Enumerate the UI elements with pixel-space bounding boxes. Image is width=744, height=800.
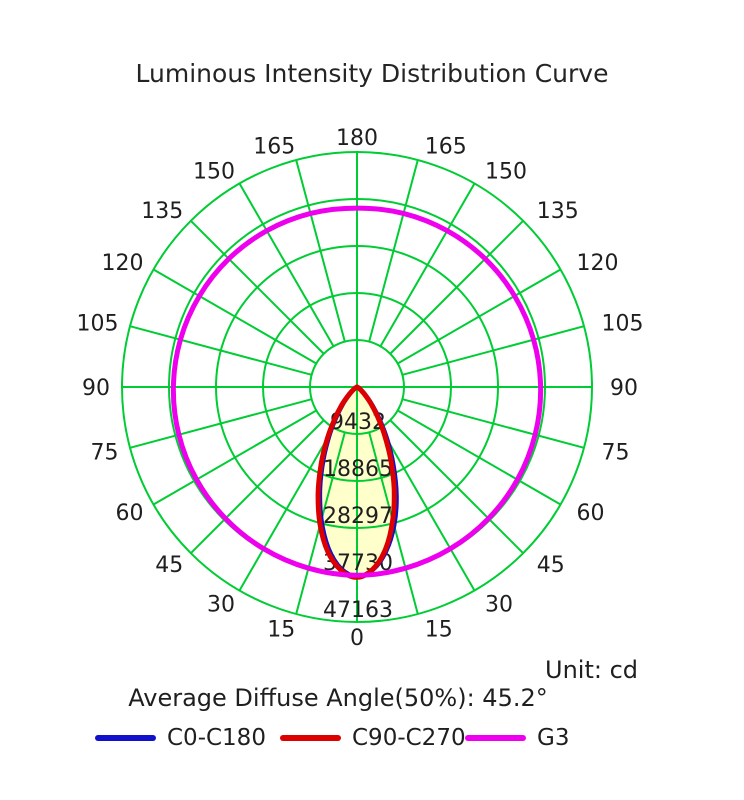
angle-label-90-left: 90 (82, 376, 110, 401)
grid-spoke-105 (402, 325, 585, 376)
ring-label-18865: 18865 (323, 457, 393, 482)
angle-label-30-left: 30 (207, 593, 235, 618)
grid-spoke-225 (190, 220, 325, 355)
angle-label-60-right: 60 (577, 501, 605, 526)
angle-label-15-left: 15 (267, 617, 295, 642)
angle-label-45-left: 45 (155, 553, 183, 578)
grid-spoke-285 (129, 398, 312, 449)
grid-spoke-255 (129, 325, 312, 376)
grid-spoke-30 (379, 427, 476, 592)
angle-label-135-left: 135 (141, 199, 183, 224)
unit-label: Unit: cd (545, 656, 638, 684)
angle-label-75-right: 75 (601, 441, 629, 466)
legend-swatch-g3 (465, 735, 526, 741)
angle-label-90-right: 90 (610, 376, 638, 401)
legend-label-c0-c180: C0-C180 (167, 725, 266, 751)
grid-spoke-165 (368, 159, 419, 342)
angle-label-180: 180 (336, 126, 378, 151)
legend-item-c90-c270: C90-C270 (280, 724, 466, 752)
angle-label-135-right: 135 (537, 199, 579, 224)
legend-swatch-c0-c180 (95, 735, 156, 741)
legend-item-c0-c180: C0-C180 (95, 724, 266, 752)
ring-label-28297: 28297 (323, 504, 393, 529)
grid-spoke-330 (238, 427, 335, 592)
angle-label-150-left: 150 (193, 159, 235, 184)
angle-label-120-left: 120 (101, 251, 143, 276)
ring-label-47163: 47163 (323, 598, 393, 623)
legend-label-g3: G3 (537, 725, 570, 751)
grid-spoke-135 (389, 220, 524, 355)
grid-spoke-315 (190, 419, 325, 554)
angle-label-15-right: 15 (425, 617, 453, 642)
grid-spoke-150 (379, 182, 476, 347)
average-diffuse-angle-label: Average Diffuse Angle(50%): 45.2° (128, 684, 548, 712)
angle-label-30-right: 30 (485, 593, 513, 618)
grid-spoke-240 (152, 268, 317, 365)
grid-spoke-195 (295, 159, 346, 342)
grid-spoke-45 (389, 419, 524, 554)
grid-spoke-300 (152, 409, 317, 506)
grid-spoke-75 (402, 398, 585, 449)
grid-spoke-120 (397, 268, 562, 365)
angle-label-60-left: 60 (115, 501, 143, 526)
grid-spoke-60 (397, 409, 562, 506)
curve-G3 (170, 205, 544, 578)
page-title: Luminous Intensity Distribution Curve (135, 59, 609, 88)
angle-label-0: 0 (350, 626, 364, 651)
angle-label-150-right: 150 (485, 159, 527, 184)
legend-item-g3: G3 (465, 724, 569, 752)
legend-swatch-c90-c270 (280, 735, 341, 741)
angle-label-105-left: 105 (77, 311, 119, 336)
grid-spoke-210 (238, 182, 335, 347)
angle-label-165-left: 165 (253, 135, 295, 160)
legend-label-c90-c270: C90-C270 (352, 725, 466, 751)
angle-label-165-right: 165 (425, 135, 467, 160)
angle-label-120-right: 120 (577, 251, 619, 276)
angle-label-45-right: 45 (537, 553, 565, 578)
angle-label-105-right: 105 (601, 311, 643, 336)
angle-label-75-left: 75 (91, 441, 119, 466)
